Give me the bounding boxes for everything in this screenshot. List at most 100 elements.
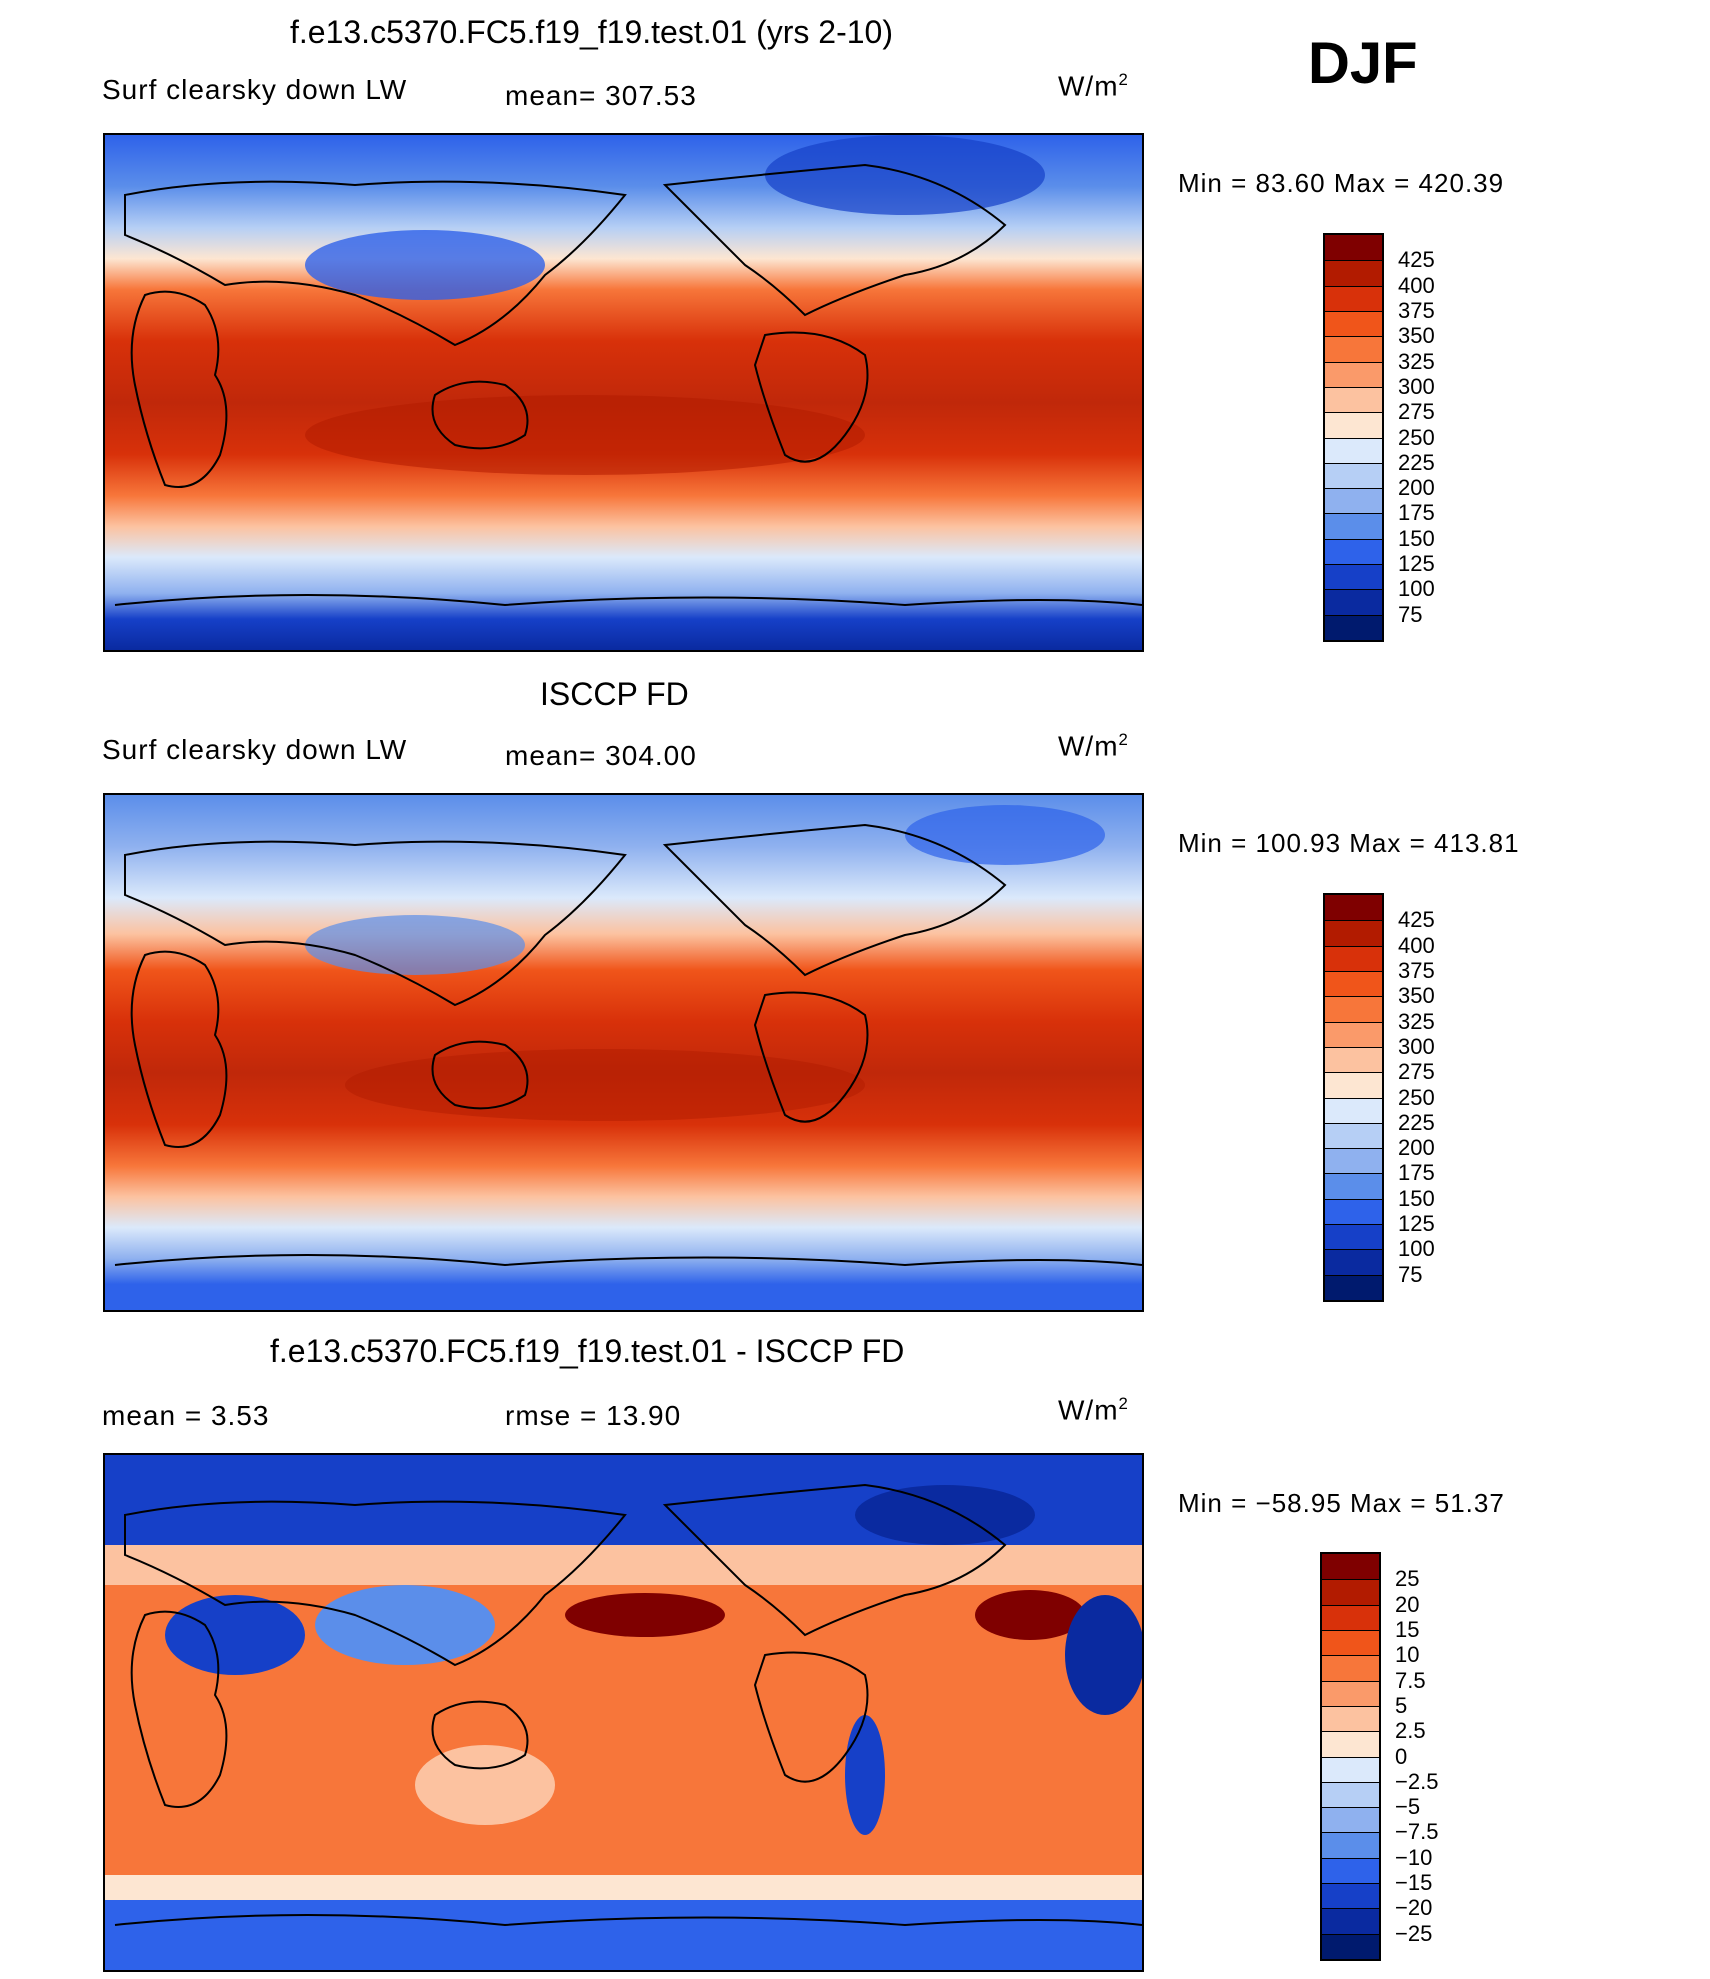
- colorbar-segment: [1322, 1807, 1379, 1833]
- colorbar-tick-label: −5: [1395, 1794, 1421, 1820]
- colorbar-tick-label: 325: [1398, 1008, 1435, 1034]
- colorbar-segment: [1325, 361, 1382, 387]
- colorbar-segment: [1325, 1274, 1382, 1300]
- panel2-title: ISCCP FD: [540, 676, 689, 712]
- panel3-colorbar: [1320, 1552, 1381, 1961]
- season-label: DJF: [1308, 31, 1418, 96]
- colorbar-tick-label: 25: [1395, 1566, 1420, 1592]
- colorbar-tick-label: 425: [1398, 907, 1435, 933]
- colorbar-segment: [1325, 1072, 1382, 1098]
- colorbar-tick-label: 100: [1398, 576, 1435, 602]
- colorbar-tick-label: 100: [1398, 1236, 1435, 1262]
- colorbar-tick-label: −10: [1395, 1844, 1433, 1870]
- colorbar-segment: [1325, 310, 1382, 337]
- colorbar-tick-label: 5: [1395, 1692, 1408, 1718]
- colorbar-tick-label: 375: [1398, 297, 1435, 323]
- colorbar-segment: [1322, 1908, 1379, 1934]
- colorbar-tick-label: 400: [1398, 272, 1435, 298]
- colorbar-tick-label: 275: [1398, 1059, 1435, 1085]
- panel1-units: W/m2: [1058, 70, 1129, 102]
- panel2-colorbar: [1323, 893, 1384, 1302]
- colorbar-segment: [1325, 462, 1382, 489]
- colorbar-segment: [1325, 235, 1382, 261]
- colorbar-tick-label: 7.5: [1395, 1667, 1426, 1693]
- colorbar-segment: [1322, 1781, 1379, 1808]
- colorbar-tick-label: 300: [1398, 373, 1435, 399]
- colorbar-tick-label: 325: [1398, 348, 1435, 374]
- colorbar-tick-label: 75: [1398, 1261, 1423, 1287]
- colorbar-segment: [1322, 1731, 1379, 1757]
- panel1-map: [103, 133, 1144, 652]
- panel1-colorbar: [1323, 233, 1384, 642]
- colorbar-segment: [1322, 1579, 1379, 1605]
- panel2-minmax: Min = 100.93 Max = 413.81: [1178, 828, 1520, 858]
- panel2-variable: Surf clearsky down LW: [102, 734, 408, 765]
- panel3-minmax: Min = −58.95 Max = 51.37: [1178, 1488, 1505, 1518]
- panel2-mean: mean= 304.00: [505, 740, 697, 771]
- colorbar-segment: [1322, 1705, 1379, 1732]
- colorbar-tick-label: 225: [1398, 449, 1435, 475]
- colorbar-tick-label: 20: [1395, 1591, 1420, 1617]
- colorbar-segment: [1322, 1554, 1379, 1580]
- colorbar-segment: [1322, 1604, 1379, 1630]
- colorbar-segment: [1322, 1933, 1379, 1959]
- panel3-rmse: rmse = 13.90: [505, 1400, 682, 1431]
- colorbar-tick-label: 175: [1398, 500, 1435, 526]
- colorbar-segment: [1325, 996, 1382, 1022]
- panel2-units: W/m2: [1058, 730, 1129, 762]
- colorbar-tick-label: 275: [1398, 399, 1435, 425]
- colorbar-segment: [1325, 589, 1382, 615]
- colorbar-segment: [1325, 920, 1382, 946]
- colorbar-segment: [1322, 1680, 1379, 1706]
- panel1-minmax: Min = 83.60 Max = 420.39: [1178, 168, 1505, 198]
- colorbar-tick-label: 2.5: [1395, 1718, 1426, 1744]
- colorbar-tick-label: 75: [1398, 601, 1423, 627]
- colorbar-segment: [1325, 437, 1382, 463]
- panel1-map-svg: [105, 135, 1142, 650]
- panel1-title: f.e13.c5370.FC5.f19_f19.test.01 (yrs 2-1…: [290, 14, 893, 50]
- colorbar-segment: [1325, 1249, 1382, 1275]
- colorbar-segment: [1325, 412, 1382, 438]
- colorbar-tick-label: 125: [1398, 551, 1435, 577]
- colorbar-tick-label: 400: [1398, 932, 1435, 958]
- colorbar-tick-label: 175: [1398, 1160, 1435, 1186]
- colorbar-tick-label: −2.5: [1395, 1768, 1439, 1794]
- panel2-map: [103, 793, 1144, 1312]
- colorbar-segment: [1325, 1173, 1382, 1199]
- panel2-map-svg: [105, 795, 1142, 1310]
- panel3-units: W/m2: [1058, 1394, 1129, 1426]
- colorbar-tick-label: 225: [1398, 1109, 1435, 1135]
- colorbar-tick-label: 375: [1398, 957, 1435, 983]
- colorbar-segment: [1325, 614, 1382, 640]
- colorbar-segment: [1325, 260, 1382, 286]
- colorbar-tick-label: 10: [1395, 1642, 1420, 1668]
- colorbar-segment: [1325, 970, 1382, 997]
- colorbar-tick-label: 15: [1395, 1616, 1420, 1642]
- colorbar-segment: [1325, 945, 1382, 971]
- colorbar-tick-label: −20: [1395, 1895, 1433, 1921]
- colorbar-segment: [1325, 895, 1382, 921]
- colorbar-segment: [1325, 564, 1382, 590]
- colorbar-segment: [1325, 1097, 1382, 1123]
- colorbar-tick-label: 350: [1398, 983, 1435, 1009]
- colorbar-tick-label: 250: [1398, 1084, 1435, 1110]
- colorbar-segment: [1325, 1021, 1382, 1047]
- panel3-mean: mean = 3.53: [102, 1400, 270, 1431]
- colorbar-tick-label: 300: [1398, 1033, 1435, 1059]
- colorbar-segment: [1322, 1832, 1379, 1858]
- colorbar-segment: [1325, 285, 1382, 311]
- colorbar-segment: [1325, 488, 1382, 514]
- colorbar-segment: [1322, 1883, 1379, 1909]
- panel1-variable: Surf clearsky down LW: [102, 74, 408, 105]
- colorbar-tick-label: 200: [1398, 1135, 1435, 1161]
- colorbar-tick-label: 350: [1398, 323, 1435, 349]
- colorbar-segment: [1325, 1122, 1382, 1149]
- colorbar-tick-label: 125: [1398, 1211, 1435, 1237]
- colorbar-tick-label: −7.5: [1395, 1819, 1439, 1845]
- panel1-mean: mean= 307.53: [505, 80, 697, 111]
- colorbar-segment: [1325, 1046, 1382, 1073]
- colorbar-segment: [1325, 386, 1382, 413]
- colorbar-segment: [1322, 1756, 1379, 1782]
- colorbar-segment: [1325, 513, 1382, 539]
- colorbar-tick-label: 0: [1395, 1743, 1408, 1769]
